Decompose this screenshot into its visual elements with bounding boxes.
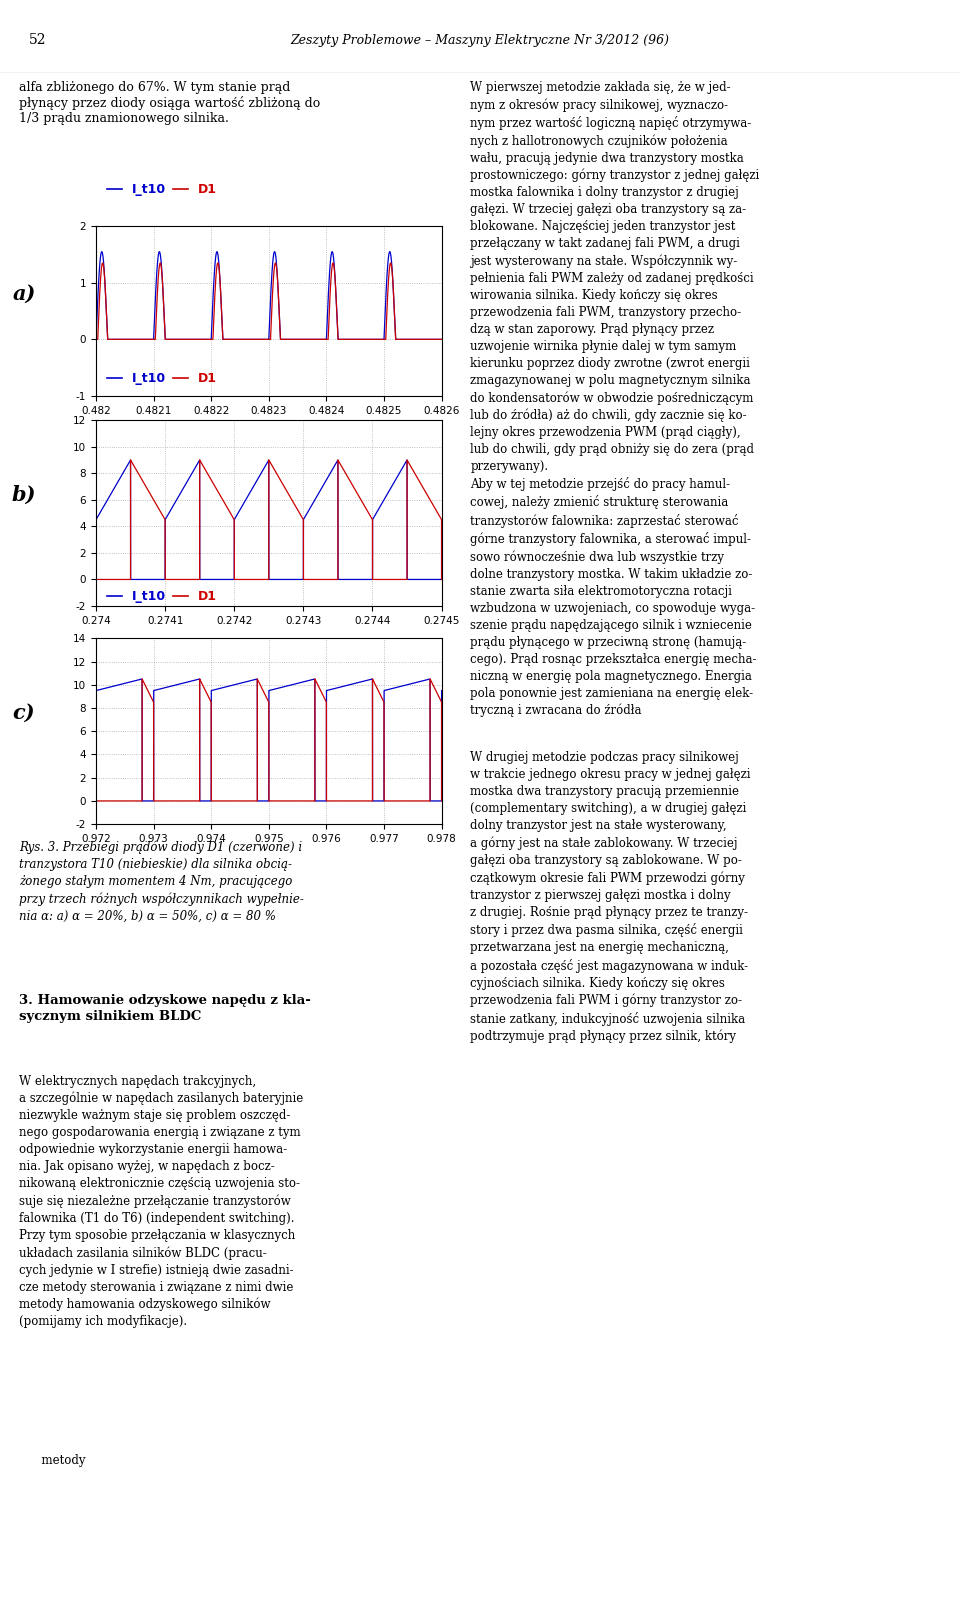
Text: Rys. 3. Przebiegi prądów diody D1 (czerwone) i
tranzystora T10 (niebieskie) dla : Rys. 3. Przebiegi prądów diody D1 (czerw… [19,840,304,923]
Text: Aby w tej metodzie przejść do pracy hamul-
cowej, należy zmienić strukturę stero: Aby w tej metodzie przejść do pracy hamu… [470,477,756,718]
Text: metody: metody [19,1454,89,1467]
Text: alfa zbliżonego do 67%. W tym stanie prąd
płynący przez diody osiąga wartość zbl: alfa zbliżonego do 67%. W tym stanie prą… [19,81,321,124]
Text: Zeszyty Problemowe – Maszyny Elektryczne Nr 3/2012 (96): Zeszyty Problemowe – Maszyny Elektryczne… [291,34,669,47]
Text: 52: 52 [29,34,46,47]
Text: c): c) [12,703,36,722]
Text: a): a) [12,284,36,304]
Legend: I_t10, D1: I_t10, D1 [103,585,222,608]
Legend: I_t10, D1: I_t10, D1 [103,178,222,202]
Text: W drugiej metodzie podczas pracy silnikowej
w trakcie jednego okresu pracy w jed: W drugiej metodzie podczas pracy silniko… [470,751,751,1044]
Text: W pierwszej metodzie zakłada się, że w jed-
nym z okresów pracy silnikowej, wyzn: W pierwszej metodzie zakłada się, że w j… [470,81,759,473]
Text: W elektrycznych napędach trakcyjnych,
a szczególnie w napędach zasilanych batery: W elektrycznych napędach trakcyjnych, a … [19,1075,303,1328]
Legend: I_t10, D1: I_t10, D1 [103,367,222,389]
Text: 3. Hamowanie odzyskowe napędu z kla-
sycznym silnikiem BLDC: 3. Hamowanie odzyskowe napędu z kla- syc… [19,994,311,1023]
Text: b): b) [12,485,36,504]
